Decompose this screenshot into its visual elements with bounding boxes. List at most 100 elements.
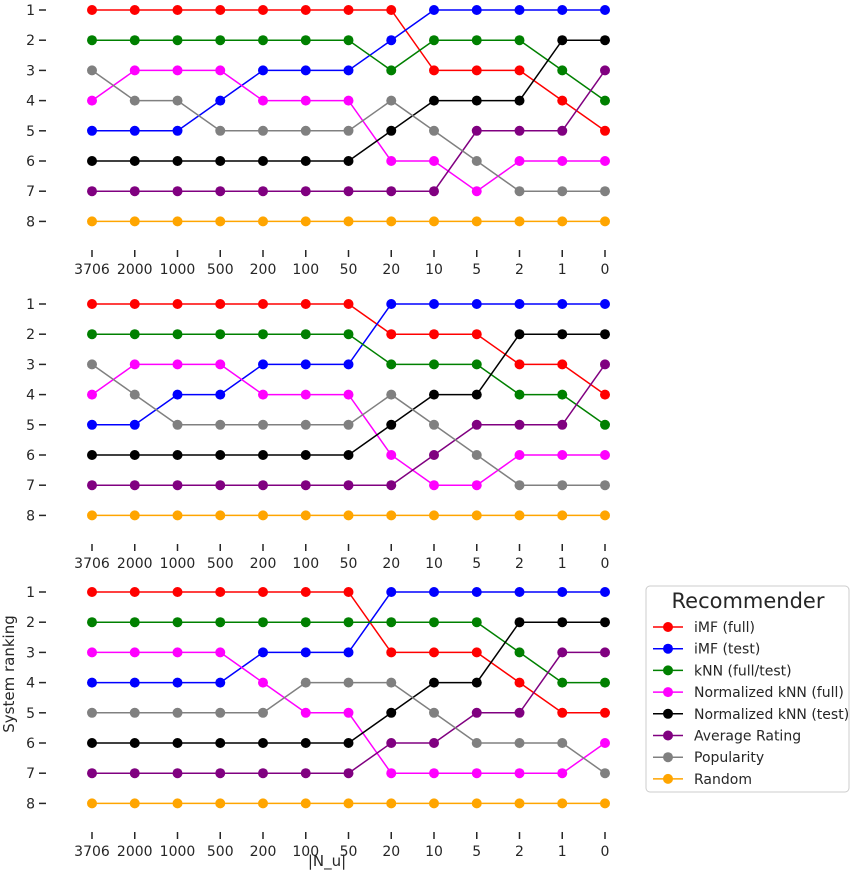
data-point — [343, 617, 354, 628]
legend-entry: kNN (full/test) — [653, 663, 792, 679]
data-point — [258, 329, 268, 340]
data-point — [471, 329, 482, 340]
data-point — [429, 5, 439, 15]
data-point — [557, 186, 568, 197]
data-point — [600, 35, 610, 46]
data-point — [258, 5, 268, 15]
data-point — [129, 768, 140, 779]
data-point — [300, 389, 311, 400]
data-point — [258, 419, 268, 430]
data-point — [258, 450, 268, 460]
data-point — [471, 125, 482, 136]
data-point — [600, 587, 610, 597]
data-point — [557, 617, 568, 628]
data-point — [87, 768, 97, 779]
data-point — [471, 707, 482, 718]
data-point — [386, 677, 397, 688]
series-line — [92, 333, 606, 426]
y-tick-label: 4 — [26, 388, 35, 404]
y-tick-label: 2 — [26, 33, 35, 49]
data-point — [87, 156, 97, 166]
data-point — [172, 95, 183, 106]
data-point — [129, 359, 140, 370]
data-point — [129, 617, 140, 628]
data-point — [429, 707, 439, 718]
x-tick-label: 0 — [601, 556, 610, 572]
data-point — [300, 707, 311, 718]
legend-entry: Normalized kNN (test) — [653, 707, 849, 723]
data-point — [557, 798, 568, 809]
data-point — [429, 186, 439, 197]
data-point — [429, 798, 439, 809]
data-point — [172, 329, 183, 340]
data-point — [300, 510, 311, 521]
data-point — [215, 156, 226, 166]
y-tick-label: 2 — [26, 327, 35, 343]
data-point — [600, 299, 610, 309]
data-point — [557, 216, 568, 227]
data-point — [514, 359, 525, 370]
data-point — [471, 617, 482, 628]
data-point — [215, 798, 226, 809]
data-point — [429, 647, 439, 658]
data-point — [386, 510, 397, 521]
data-point — [258, 707, 268, 718]
data-point — [557, 359, 568, 370]
data-point — [429, 617, 439, 628]
data-point — [600, 450, 610, 460]
data-point — [600, 419, 610, 430]
data-point — [215, 186, 226, 197]
data-point — [300, 617, 311, 628]
data-point — [343, 587, 354, 597]
data-point — [514, 35, 525, 46]
data-point — [429, 419, 439, 430]
data-point — [129, 125, 140, 136]
x-tick-label: 2 — [515, 844, 524, 860]
x-tick-label: 200 — [250, 262, 277, 278]
data-point — [300, 647, 311, 658]
data-point — [514, 299, 525, 309]
data-point — [129, 5, 140, 15]
data-point — [300, 738, 311, 748]
x-tick-label: 1000 — [160, 556, 196, 572]
data-point — [87, 707, 97, 718]
data-point — [215, 329, 226, 340]
data-point — [514, 738, 525, 748]
data-point — [429, 677, 439, 688]
data-point — [300, 65, 311, 76]
data-point — [258, 768, 268, 779]
data-point — [343, 216, 354, 227]
data-point — [129, 65, 140, 76]
x-tick-label: 3706 — [74, 844, 110, 860]
data-point — [429, 510, 439, 521]
data-point — [471, 299, 482, 309]
series-line — [92, 681, 606, 774]
data-point — [300, 419, 311, 430]
data-point — [471, 95, 482, 106]
data-point — [514, 389, 525, 400]
data-point — [215, 677, 226, 688]
data-point — [429, 587, 439, 597]
data-point — [87, 65, 97, 76]
data-point — [215, 587, 226, 597]
data-point — [386, 707, 397, 718]
data-point — [557, 738, 568, 748]
legend-entry: Popularity — [653, 750, 764, 766]
data-point — [300, 359, 311, 370]
data-point — [87, 299, 97, 309]
data-point — [172, 35, 183, 46]
data-point — [129, 419, 140, 430]
data-point — [258, 299, 268, 309]
data-point — [172, 798, 183, 809]
data-point — [215, 419, 226, 430]
data-point — [258, 216, 268, 227]
data-point — [129, 186, 140, 197]
y-tick-label: 8 — [26, 214, 35, 230]
data-point — [600, 5, 610, 15]
data-point — [471, 156, 482, 166]
data-point — [343, 738, 354, 748]
data-point — [600, 677, 610, 688]
data-point — [557, 419, 568, 430]
